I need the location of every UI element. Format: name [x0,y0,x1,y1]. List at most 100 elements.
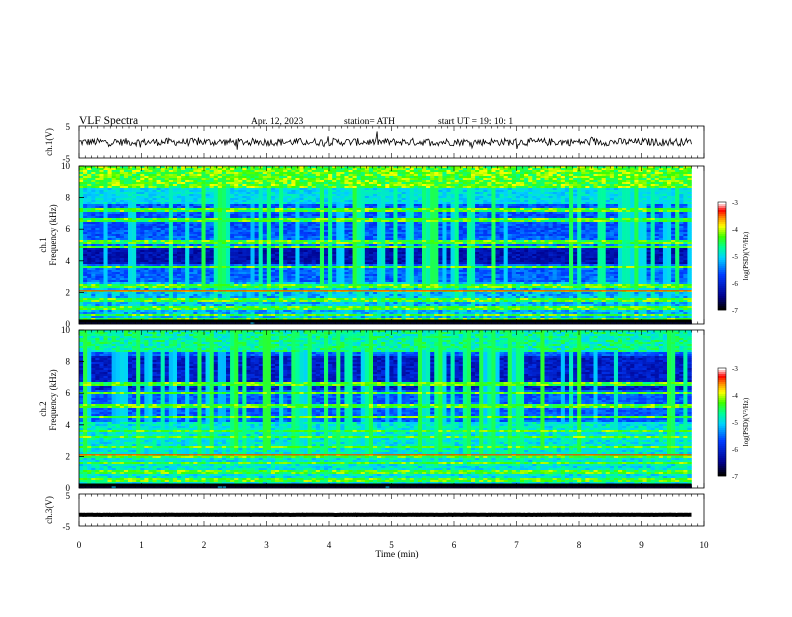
time-axis-tick-label: 6 [452,540,457,550]
ch1-spectrogram-colorbar-segment [718,276,726,278]
ch1-spectrogram-colorbar-segment [718,232,726,234]
ch1-spectrogram-colorbar-segment [718,286,726,288]
ch1-spectrogram-colorbar-segment [718,234,726,236]
ch1-spectrogram-colorbar-segment [718,224,726,226]
ch2-spectrogram-heatmap [79,330,692,488]
ch1-spectrogram-colorbar-segment [718,280,726,282]
ch2-spectrogram-colorbar-segment [718,374,726,376]
ch1-spectrogram-colorbar-segment [718,284,726,286]
ch1-spectrogram-colorbar-segment [718,208,726,210]
ch1-spectrogram-colorbar-segment [718,268,726,270]
ch2-spectrogram-ytick-label: 4 [66,420,71,430]
ch2-spectrogram-colorbar-segment [718,432,726,434]
ch1-spectrogram-colorbar-tick: -5 [732,253,738,261]
ch2-spectrogram-colorbar-tick: -5 [732,419,738,427]
ch1-spectrogram-colorbar-segment [718,296,726,298]
date-label: Apr. 12, 2023 [251,117,304,127]
ch2-spectrogram-colorbar-segment [718,438,726,440]
ch1-spectrogram-ytick-label: 4 [66,256,71,266]
ch1-spectrogram-colorbar-segment [718,240,726,242]
time-axis-tick-label: 7 [514,540,519,550]
ch1-spectrogram-colorbar-tick: -7 [732,307,738,315]
ch2-spectrogram-colorbar-segment [718,386,726,388]
ch1-spectrogram-colorbar-segment [718,278,726,280]
ch2-spectrogram-colorbar-segment [718,398,726,400]
ch1-spectrogram-colorbar-segment [718,266,726,268]
ch1-spectrogram-colorbar-segment [718,216,726,218]
ch2-spectrogram-colorbar-segment [718,424,726,426]
ch1-spectrogram-ytick-label: 6 [66,224,71,234]
station-label: station= ATH [344,117,395,127]
ch1-spectrogram-colorbar-tick: -4 [732,226,738,234]
ch1-spectrogram-ylabel-line2: Frequency (kHz) [48,204,58,265]
ch1-spectrogram-colorbar-segment [718,202,726,204]
ch1-spectrogram-colorbar-segment [718,252,726,254]
ch2-spectrogram-colorbar-segment [718,382,726,384]
ch2-spectrogram-colorbar-segment [718,368,726,370]
ch2-spectrogram-colorbar-segment [718,392,726,394]
ch1-spectrogram-colorbar-segment [718,230,726,232]
ch2-spectrogram-colorbar-segment [718,406,726,408]
ch1-spectrogram-colorbar-tick: -3 [732,199,738,207]
time-axis-tick-label: 5 [389,540,394,550]
ch1-spectrogram-colorbar-segment [718,206,726,208]
ch2-spectrogram-colorbar-segment [718,444,726,446]
ch2-spectrogram-ytick-label: 2 [66,451,71,461]
ch2-spectrogram-colorbar-tick: -4 [732,392,738,400]
ch2-spectrogram-colorbar-segment [718,396,726,398]
time-axis-tick-label: 0 [77,540,82,550]
ch1-spectrogram-colorbar-segment [718,236,726,238]
ch1-spectrogram-colorbar-segment [718,222,726,224]
ch1-spectrogram-colorbar-segment [718,288,726,290]
ch1-spectrogram-colorbar-segment [718,264,726,266]
time-axis-tick-label: 1 [139,540,144,550]
ch2-spectrogram-colorbar-segment [718,436,726,438]
ch2-spectrogram-colorbar-segment [718,412,726,414]
ch1-spectrogram-colorbar-segment [718,254,726,256]
ch1-spectrogram-colorbar-segment [718,304,726,306]
ch1-spectrogram-colorbar-segment [718,226,726,228]
ch1-spectrogram-colorbar-segment [718,282,726,284]
ch1-spectrogram-colorbar-segment [718,300,726,302]
ch1-spectrogram-colorbar-segment [718,242,726,244]
ch2-spectrogram-colorbar-segment [718,442,726,444]
ch2-spectrogram-colorbar-segment [718,376,726,378]
ch3-voltage-ylabel: ch.3(V) [44,496,54,524]
ch1-spectrogram-colorbar-segment [718,302,726,304]
ch2-spectrogram-colorbar-segment [718,468,726,470]
ch2-spectrogram-colorbar-segment [718,440,726,442]
ch1-spectrogram-ylabel-line1: ch.1 [38,237,48,252]
ch1-spectrogram-colorbar-segment [718,274,726,276]
ch2-spectrogram-colorbar-segment [718,460,726,462]
ch2-spectrogram-colorbar-segment [718,430,726,432]
ch1-voltage-ylabel: ch.1(V) [44,128,54,156]
ch2-spectrogram-colorbar-segment [718,388,726,390]
ch1-voltage-trace [79,131,692,149]
time-axis-tick-label: 8 [577,540,582,550]
figure-title: VLF Spectra [79,115,138,127]
ch1-spectrogram-colorbar-segment [718,244,726,246]
time-axis-tick-label: 2 [202,540,207,550]
ch1-spectrogram-ytick-label: 2 [66,287,71,297]
ch2-spectrogram-colorbar-segment [718,378,726,380]
ch3-ytick-bottom: -5 [63,522,71,532]
time-axis-tick-label: 10 [700,540,710,550]
ch2-spectrogram-colorbar-segment [718,404,726,406]
ch2-spectrogram-colorbar-segment [718,452,726,454]
ch2-spectrogram-colorbar-segment [718,422,726,424]
ch2-spectrogram-colorbar-segment [718,434,726,436]
ch1-spectrogram-colorbar-segment [718,298,726,300]
ch2-spectrogram-colorbar-tick: -3 [732,365,738,373]
ch2-spectrogram-colorbar-segment [718,420,726,422]
ch2-spectrogram-ytick-label: 8 [66,357,71,367]
time-axis-tick-label: 3 [264,540,269,550]
ch2-spectrogram-colorbar-segment [718,416,726,418]
ch1-spectrogram-colorbar-segment [718,228,726,230]
time-axis-label: Time (min) [375,549,418,560]
ch2-spectrogram-colorbar-segment [718,408,726,410]
ch1-spectrogram-ytick-label: 10 [61,161,71,171]
ch1-spectrogram-colorbar-segment [718,214,726,216]
ch1-spectrogram-ytick-label: 8 [66,193,71,203]
